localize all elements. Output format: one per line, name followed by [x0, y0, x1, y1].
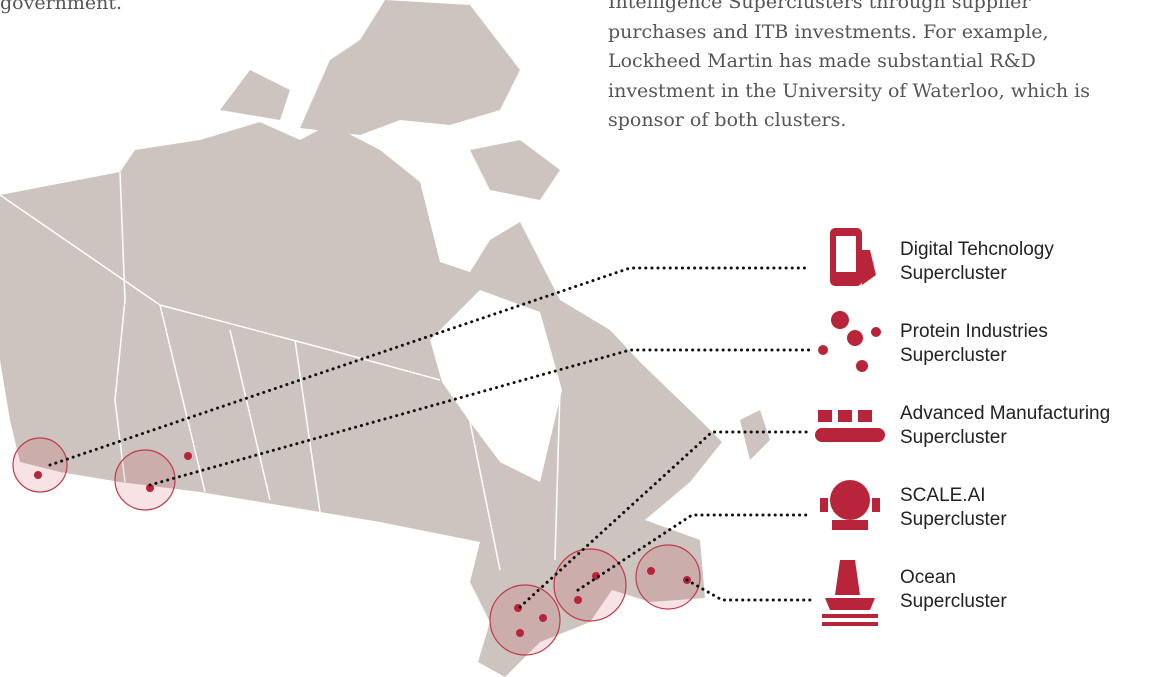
paragraph-line: sponsor of both clusters. — [608, 109, 847, 131]
legend-label: Supercluster — [900, 427, 1007, 448]
paragraph-line: Intelligence Superclusters through suppl… — [608, 0, 1031, 13]
hudson-bay — [430, 290, 562, 482]
connector-lines — [48, 266, 812, 609]
legend-label: Ocean — [900, 567, 956, 588]
paragraph-line: purchases and ITB investments. For examp… — [608, 20, 1049, 43]
legend-label: Advanced Manufacturing — [900, 403, 1110, 424]
legend-label: Supercluster — [900, 591, 1007, 612]
paragraph-line: Lockheed Martin has made substantial R&D — [608, 50, 1036, 72]
legend-label: Protein Industries — [900, 321, 1048, 342]
paragraph-line: investment in the University of Waterloo… — [608, 79, 1091, 102]
cluster-areas — [12, 437, 701, 656]
legend-label: Supercluster — [900, 263, 1007, 284]
legend-label: Digital Tehcnology — [900, 239, 1054, 260]
cluster-dots — [34, 452, 691, 637]
paragraph: Intelligence Superclusters through suppl… — [608, 0, 1090, 136]
legend-label: SCALE.AI — [900, 485, 986, 506]
legend-label: Supercluster — [900, 509, 1007, 530]
intro-text: government. — [0, 0, 123, 14]
legend-label: Supercluster — [900, 345, 1007, 366]
icons — [815, 228, 885, 626]
land — [0, 0, 770, 677]
